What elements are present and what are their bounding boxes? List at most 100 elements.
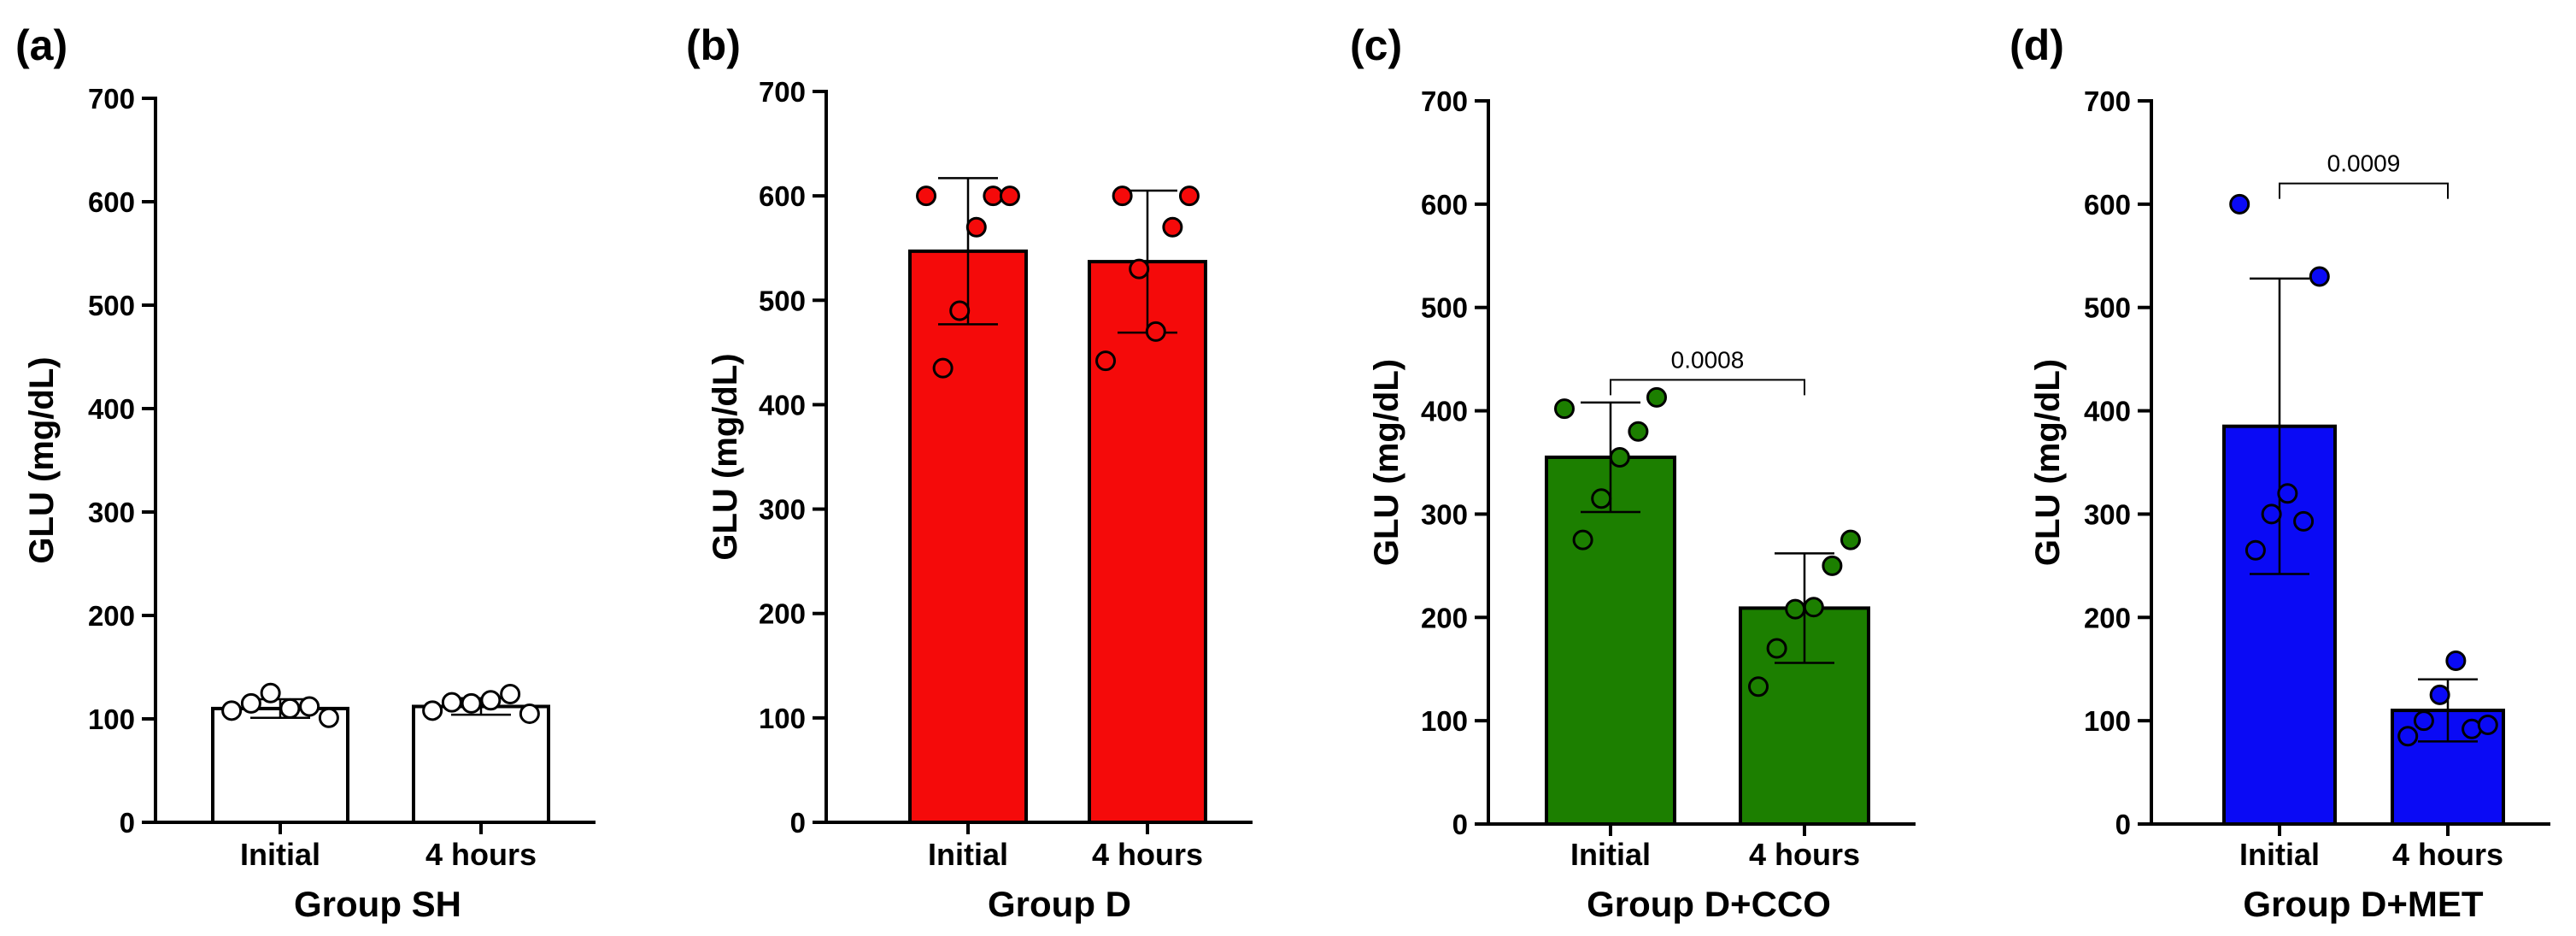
x-tick-label: 4 hours (1092, 837, 1203, 872)
data-point (2309, 266, 2330, 287)
data-point (441, 692, 462, 713)
y-tick-label: 700 (1421, 85, 1468, 117)
chart-panel-1: (a) GLU (mg/dL) Initial 4 hours 0 100 200 300 40… (15, 21, 596, 924)
y-tick-label: 300 (2084, 498, 2131, 530)
data-point (2293, 510, 2315, 532)
y-tick-label: 200 (88, 600, 135, 632)
x-axis-title: Group SH (294, 884, 461, 924)
x-tick-label: Initial (240, 837, 320, 872)
x-tick-label: Initial (1570, 837, 1651, 872)
y-tick-label: 500 (88, 290, 135, 321)
x-axis-title: Group D (988, 884, 1131, 924)
data-point (1178, 185, 1200, 207)
panel-label: (b) (686, 21, 741, 69)
data-point (949, 300, 971, 321)
data-point (2277, 483, 2298, 504)
chart-panel-3: (c) GLU (mg/dL) Initial 4 hours 0 100 200 300 40… (1350, 21, 1916, 924)
y-tick-label: 200 (1421, 602, 1468, 633)
data-point (1840, 529, 1861, 550)
data-point (318, 707, 339, 728)
data-point (1145, 321, 1166, 342)
data-point (1609, 446, 1630, 468)
data-point (1129, 258, 1150, 280)
bar-4-hours (1088, 260, 1207, 825)
data-point (2477, 714, 2498, 735)
x-tick-label: 4 hours (2392, 837, 2503, 872)
y-tick-label: 200 (2084, 602, 2131, 633)
y-tick-label: 0 (1452, 809, 1468, 840)
data-point (965, 216, 987, 238)
y-axis-title: GLU (mg/dL) (707, 353, 744, 560)
p-value-label: 0.0009 (2327, 150, 2401, 177)
data-point (519, 703, 540, 724)
y-tick-label: 700 (759, 76, 806, 108)
data-point (461, 692, 482, 714)
y-tick-label: 400 (88, 393, 135, 425)
significance-bracket (2279, 182, 2449, 199)
data-point (916, 185, 937, 207)
chart-panel-2: (b) GLU (mg/dL) Initial 4 hours 0 100 200 300 40… (686, 21, 1253, 924)
y-tick-label: 700 (2084, 85, 2131, 117)
data-point (1628, 421, 1649, 442)
data-point (2397, 726, 2419, 747)
panel-label: (a) (15, 21, 67, 69)
data-point (279, 698, 301, 719)
data-point (240, 692, 261, 714)
x-tick-label: 4 hours (425, 837, 537, 872)
bar-initial (908, 249, 1028, 824)
x-tick-label: Initial (2239, 837, 2320, 872)
data-point (2429, 684, 2450, 705)
data-point (1554, 398, 1575, 420)
data-point (221, 700, 243, 721)
panel-label: (c) (1350, 21, 1402, 69)
significance-bracket (1610, 379, 1805, 396)
data-point (1095, 350, 1117, 372)
data-point (1803, 597, 1824, 618)
y-axis-title: GLU (mg/dL) (1368, 359, 1405, 566)
y-tick-label: 0 (790, 807, 806, 839)
data-point (480, 690, 502, 711)
y-tick-label: 500 (759, 285, 806, 316)
data-point (422, 700, 443, 721)
y-tick-label: 400 (2084, 396, 2131, 427)
p-value-label: 0.0008 (1671, 346, 1745, 373)
data-point (983, 185, 1004, 207)
data-point (1748, 676, 1769, 698)
y-tick-label: 700 (88, 83, 135, 115)
data-point (2244, 539, 2266, 561)
data-point (500, 683, 521, 704)
data-point (2445, 650, 2467, 672)
data-point (2229, 193, 2250, 215)
y-tick-label: 500 (1421, 292, 1468, 324)
data-point (1646, 386, 1667, 408)
y-tick-label: 100 (1421, 705, 1468, 737)
y-tick-label: 600 (88, 186, 135, 218)
y-tick-label: 300 (1421, 498, 1468, 530)
bar-initial (211, 706, 349, 825)
y-tick-label: 400 (1421, 396, 1468, 427)
data-point (932, 357, 954, 379)
x-tick-label: 4 hours (1749, 837, 1860, 872)
y-tick-label: 300 (759, 494, 806, 526)
y-tick-label: 0 (2115, 809, 2131, 840)
data-point (1766, 638, 1787, 659)
y-tick-label: 400 (759, 389, 806, 421)
y-tick-label: 100 (2084, 705, 2131, 737)
y-tick-label: 600 (759, 180, 806, 212)
y-tick-label: 0 (120, 807, 135, 839)
x-axis-title: Group D+CCO (1587, 884, 1831, 924)
panel-label: (d) (2010, 21, 2064, 69)
data-point (2261, 503, 2282, 525)
y-tick-label: 200 (759, 598, 806, 630)
data-point (299, 696, 320, 717)
data-point (1785, 598, 1806, 620)
y-tick-label: 600 (2084, 189, 2131, 221)
data-point (1591, 488, 1612, 509)
y-tick-label: 500 (2084, 292, 2131, 324)
y-axis-title: GLU (mg/dL) (2029, 359, 2067, 566)
bar-initial (1545, 455, 1676, 826)
data-point (260, 682, 281, 703)
data-point (1572, 529, 1593, 550)
y-tick-label: 300 (88, 497, 135, 528)
